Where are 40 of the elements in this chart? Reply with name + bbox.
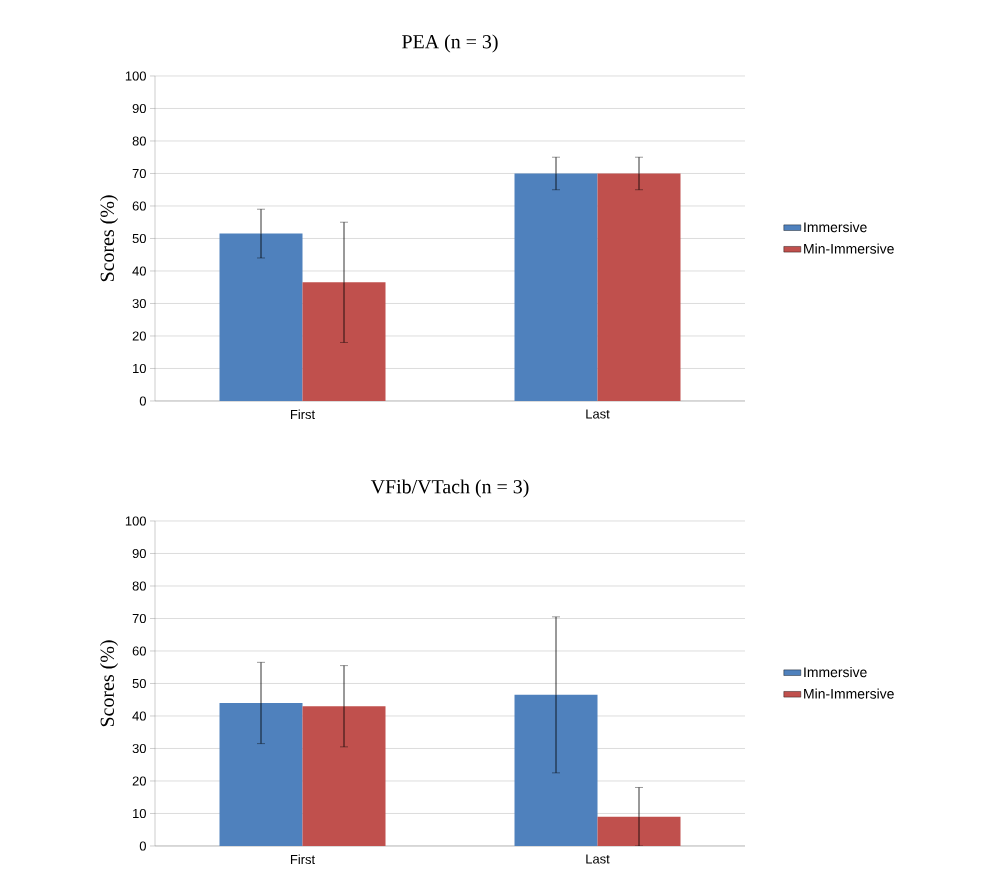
bar — [597, 816, 681, 846]
y-tick-label: 60 — [132, 646, 146, 656]
y-tick-label: 40 — [132, 266, 146, 276]
y-tick-label: 50 — [132, 233, 146, 244]
y-tick-label: 30 — [132, 743, 146, 754]
y-axis-title: Scores (%) — [99, 195, 119, 282]
y-tick-label: 80 — [132, 136, 146, 146]
y-tick-label: 40 — [132, 711, 146, 721]
x-tick-label: First — [290, 854, 315, 865]
y-axis-title: Scores (%) — [99, 640, 119, 727]
y-tick-label: 0 — [139, 396, 146, 406]
y-tick-label: 70 — [132, 168, 146, 179]
y-tick-label: 90 — [132, 548, 146, 559]
bar — [219, 233, 303, 401]
legend-label: Min-Immersive — [804, 243, 894, 254]
bar — [219, 702, 303, 846]
x-tick-label: Last — [586, 409, 610, 419]
y-tick-label: 90 — [132, 103, 146, 114]
x-tick-label: Last — [586, 854, 610, 864]
chart-title: PEA (n = 3) — [402, 34, 498, 53]
y-tick-label: 30 — [132, 298, 146, 309]
legend-label: Immersive — [804, 666, 867, 678]
legend-label: Min-Immersive — [804, 688, 894, 699]
bar — [514, 173, 598, 401]
y-tick-label: 10 — [133, 363, 146, 374]
legend-label: Immersive — [804, 221, 867, 233]
x-tick-label: First — [290, 409, 315, 420]
y-tick-label: 80 — [132, 581, 146, 591]
y-tick-label: 20 — [132, 776, 146, 786]
y-tick-label: 60 — [132, 201, 146, 211]
bar — [302, 706, 386, 846]
y-tick-label: 0 — [139, 841, 146, 851]
y-tick-label: 50 — [132, 678, 146, 689]
chart-title: VFib/VTach (n = 3) — [370, 479, 529, 498]
bar — [597, 173, 681, 401]
y-tick-label: 70 — [132, 613, 146, 624]
y-tick-label: 100 — [125, 516, 146, 526]
y-tick-label: 10 — [133, 808, 146, 819]
y-tick-label: 20 — [132, 331, 146, 341]
y-tick-label: 100 — [125, 71, 146, 81]
